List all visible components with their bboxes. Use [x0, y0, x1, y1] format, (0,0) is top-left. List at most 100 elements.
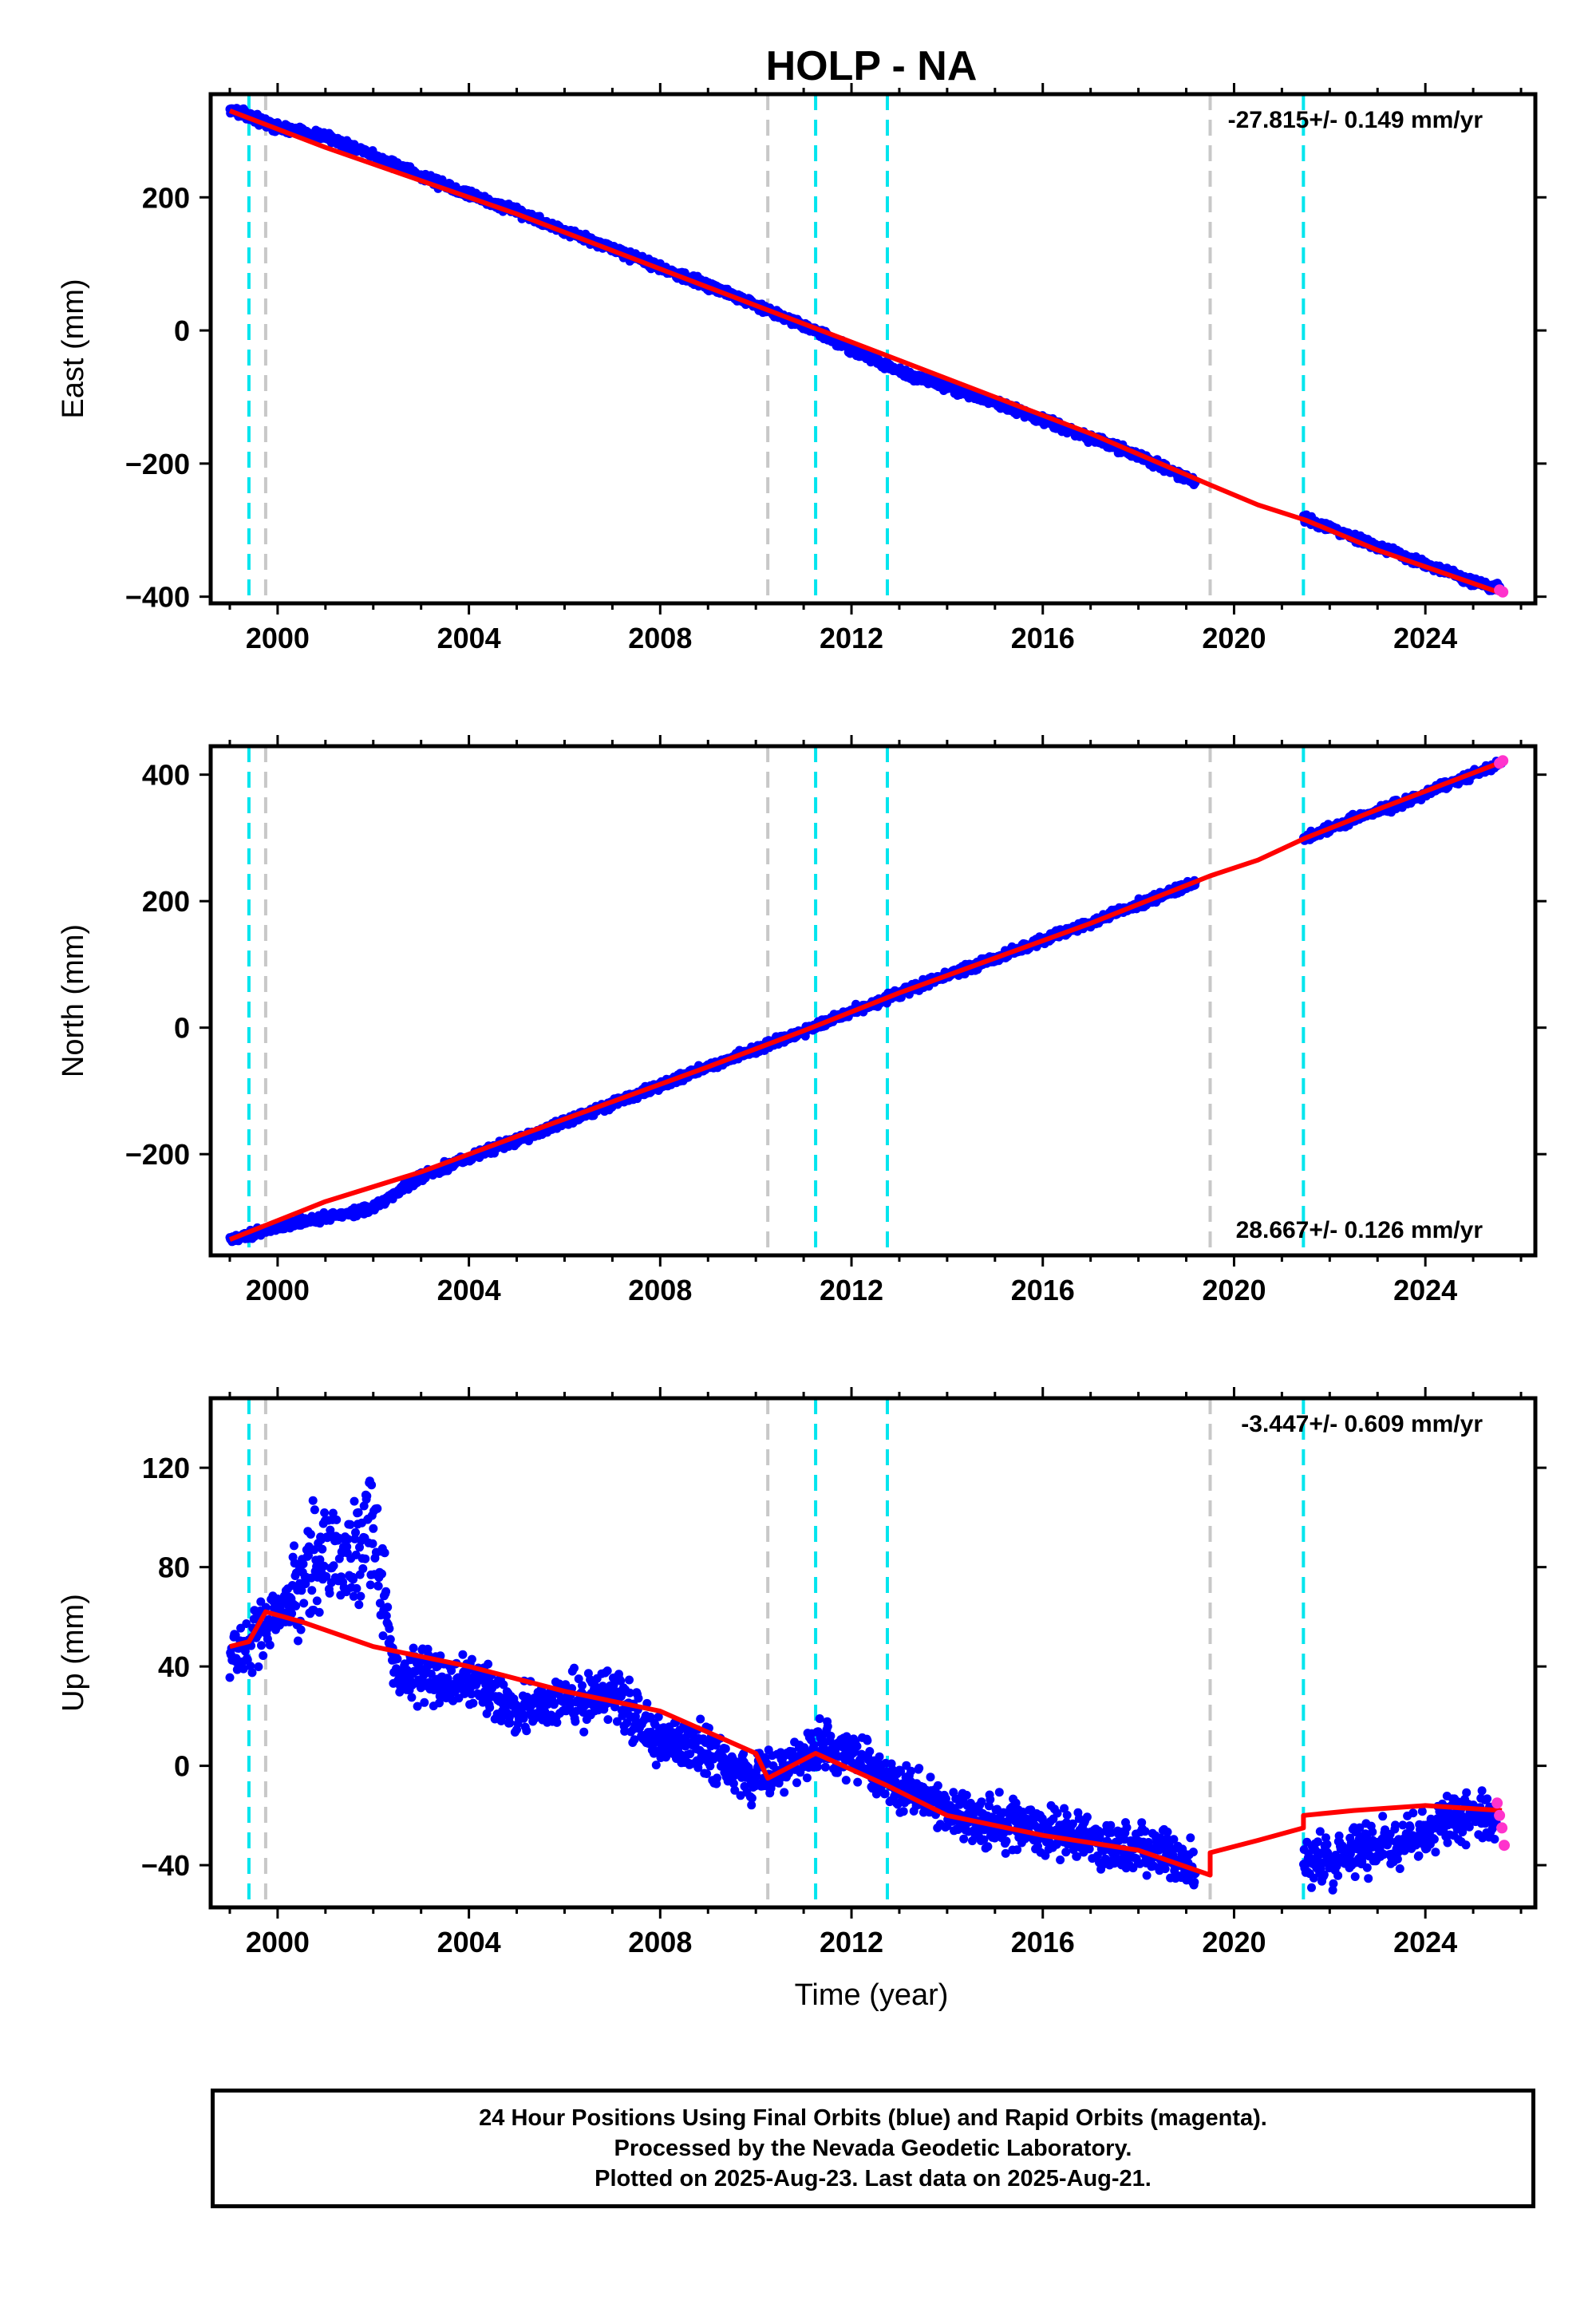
up-panel: 2000 2004 2008 2012 2016 2020 2024−4004080120U… — [57, 1387, 1547, 1958]
final-orbit-point — [409, 1643, 418, 1653]
final-orbit-point — [447, 1666, 456, 1675]
final-orbit-point — [315, 1555, 325, 1564]
final-orbit-point — [574, 1674, 583, 1684]
final-orbit-point — [355, 1543, 364, 1552]
final-orbit-point — [505, 1718, 515, 1728]
final-orbit-point — [297, 1586, 306, 1595]
x-tick-label: 2000 — [246, 1274, 310, 1306]
final-orbit-point — [413, 1701, 422, 1711]
y-tick-label: −200 — [125, 1138, 190, 1171]
final-orbit-point — [602, 1666, 612, 1676]
final-orbit-point — [246, 1662, 255, 1671]
final-orbit-point — [225, 1673, 235, 1682]
final-orbit-point — [368, 1539, 377, 1548]
final-orbit-point — [359, 1501, 369, 1511]
y-tick-label: −200 — [125, 448, 190, 480]
plot-frame — [208, 92, 1538, 606]
final-orbit-point — [385, 1634, 395, 1644]
velocity-label: -27.815+/- 0.149 mm/yr — [1228, 107, 1483, 133]
final-orbit-point — [373, 1581, 383, 1591]
final-orbit-point — [350, 1496, 359, 1506]
final-orbit-points — [225, 1476, 1502, 1895]
final-orbit-point — [314, 1607, 324, 1617]
x-tick-label: 2016 — [1011, 622, 1075, 654]
model-fit-line — [228, 759, 1503, 1242]
final-orbit-point — [420, 1697, 429, 1707]
final-orbit-point — [306, 1530, 315, 1539]
final-orbit-point — [328, 1508, 338, 1518]
final-orbit-point — [319, 1561, 329, 1571]
chart-title: HOLP - NA — [766, 43, 978, 89]
model-fit-line — [228, 108, 1503, 596]
x-tick-label: 2008 — [628, 1274, 692, 1306]
final-orbit-point — [351, 1528, 360, 1537]
final-orbit-point — [259, 1651, 268, 1660]
y-tick-label: 0 — [174, 314, 190, 347]
final-orbit-point — [620, 1726, 630, 1736]
final-orbit-point — [385, 1624, 394, 1634]
north-panel: 2000 2004 2008 2012 2016 2020 2024−2000200400N… — [57, 735, 1547, 1306]
final-orbit-point — [256, 1597, 266, 1607]
final-orbit-point — [579, 1727, 589, 1737]
final-orbit-point — [634, 1694, 643, 1703]
final-orbit-point — [354, 1508, 363, 1517]
plot-area — [225, 1398, 1510, 1907]
final-orbit-point — [616, 1676, 626, 1686]
final-orbit-point — [294, 1636, 302, 1646]
final-orbit-point — [354, 1600, 364, 1610]
final-orbit-point — [358, 1564, 368, 1573]
final-orbit-point — [307, 1586, 317, 1595]
y-tick-label: 200 — [142, 885, 190, 918]
x-tick-label: 2004 — [437, 622, 501, 654]
final-orbit-point — [343, 1535, 353, 1544]
final-orbit-point — [349, 1591, 358, 1601]
plot-frame — [208, 744, 1538, 1258]
final-orbit-point — [549, 1700, 559, 1709]
x-tick-label: 2012 — [820, 622, 883, 654]
final-orbit-point — [499, 1680, 508, 1690]
final-orbit-point — [352, 1583, 361, 1593]
final-orbit-point — [346, 1520, 355, 1529]
final-orbit-point — [349, 1575, 358, 1584]
final-orbit-point — [318, 1544, 327, 1554]
final-orbit-point — [247, 1668, 257, 1678]
final-orbit-point — [362, 1492, 372, 1500]
y-tick-label: 200 — [142, 181, 190, 214]
final-orbit-point — [552, 1717, 562, 1727]
final-orbit-point — [312, 1596, 322, 1606]
east-panel: 2000 2004 2008 2012 2016 2020 2024−400−2000200… — [57, 83, 1547, 654]
final-orbit-point — [393, 1654, 402, 1664]
final-orbit-point — [467, 1654, 476, 1664]
final-orbit-point — [342, 1542, 352, 1551]
final-orbit-point — [296, 1625, 306, 1634]
final-orbit-point — [299, 1599, 309, 1608]
final-orbit-point — [571, 1717, 580, 1726]
final-orbit-point — [467, 1690, 476, 1699]
x-tick-label: 2016 — [1011, 1274, 1075, 1306]
velocity-label: 28.667+/- 0.126 mm/yr — [1236, 1217, 1483, 1243]
final-orbit-point — [435, 1698, 444, 1708]
final-orbit-point — [298, 1559, 308, 1569]
final-orbit-point — [519, 1713, 528, 1723]
final-orbit-point — [378, 1631, 388, 1641]
final-orbit-point — [261, 1603, 271, 1612]
x-tick-label: 2024 — [1393, 622, 1457, 654]
final-orbit-point — [603, 1715, 613, 1725]
x-tick-label: 2012 — [820, 1274, 883, 1306]
x-tick-label: 2008 — [628, 622, 692, 654]
plot-area — [225, 746, 1509, 1255]
final-orbit-point — [325, 1588, 334, 1598]
final-orbit-point — [291, 1601, 301, 1611]
y-tick-label: 0 — [174, 1012, 190, 1045]
final-orbit-point — [381, 1611, 391, 1621]
final-orbit-point — [468, 1698, 478, 1708]
final-orbit-point — [380, 1548, 389, 1558]
final-orbit-point — [426, 1670, 436, 1678]
final-orbit-point — [625, 1675, 634, 1685]
final-orbit-point — [320, 1508, 330, 1517]
x-tick-label: 2024 — [1393, 1274, 1457, 1306]
x-tick-label: 2000 — [246, 622, 310, 654]
final-orbit-point — [265, 1640, 275, 1650]
y-tick-label: −400 — [125, 581, 190, 614]
